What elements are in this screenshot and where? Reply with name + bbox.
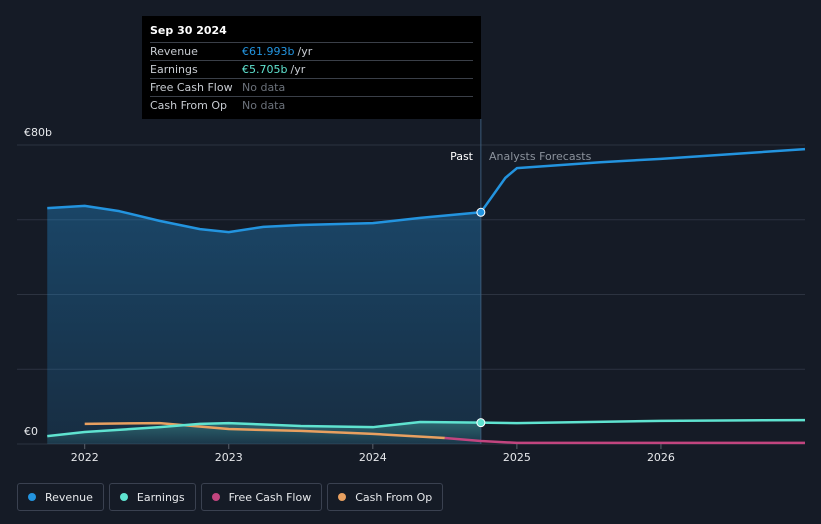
series-line xyxy=(47,418,806,438)
x-tick-label: 2024 xyxy=(359,451,387,464)
legend-dot xyxy=(119,493,128,501)
annotation-past: Past xyxy=(450,150,474,163)
annotation-forecast: Analysts Forecasts xyxy=(489,150,592,163)
legend-dot xyxy=(211,493,220,501)
tooltip-value: No data xyxy=(242,99,286,112)
tooltip-unit: /yr xyxy=(290,63,306,76)
tooltip: Sep 30 2024 Revenue €61.993b/yr Earnings €5.… xyxy=(142,16,481,119)
tooltip-row: Free Cash Flow No data xyxy=(150,78,473,96)
tooltip-value: €61.993b xyxy=(242,45,295,58)
area xyxy=(47,205,481,444)
legend-item[interactable]: Revenue xyxy=(17,483,104,511)
tooltip-row: Cash From Op No data xyxy=(150,96,473,114)
series-line xyxy=(47,147,806,234)
tooltip-row: Revenue €61.993b/yr xyxy=(150,42,473,60)
x-tick-label: 2025 xyxy=(503,451,531,464)
legend-item[interactable]: Earnings xyxy=(108,483,196,511)
x-tick-label: 2022 xyxy=(71,451,99,464)
marker xyxy=(476,418,486,428)
tooltip-label: Cash From Op xyxy=(150,99,228,112)
tooltip-label: Revenue xyxy=(150,45,198,58)
legend-label: Cash From Op xyxy=(355,490,433,504)
series-line xyxy=(444,436,805,445)
tooltip-label: Free Cash Flow xyxy=(150,81,233,94)
legend-label: Free Cash Flow xyxy=(228,490,312,504)
series-line xyxy=(84,421,445,440)
x-tick-label: 2023 xyxy=(215,451,243,464)
legend-dot xyxy=(338,493,347,501)
marker xyxy=(476,207,486,217)
tooltip-row: Earnings €5.705b/yr xyxy=(150,60,473,78)
legend-label: Earnings xyxy=(136,490,185,504)
legend-dot xyxy=(28,493,36,501)
legend-item[interactable]: Cash From Op xyxy=(327,483,444,511)
legend: Revenue Earnings Free Cash Flow Cash From O… xyxy=(17,483,444,511)
legend-item[interactable]: Free Cash Flow xyxy=(200,483,323,511)
legend-label: Revenue xyxy=(45,490,93,504)
y-tick-label: €0 xyxy=(24,425,38,438)
x-tick-label: 2026 xyxy=(647,451,675,464)
tooltip-value: €5.705b xyxy=(242,63,288,76)
tooltip-label: Earnings xyxy=(150,63,198,76)
tooltip-title: Sep 30 2024 xyxy=(150,24,227,37)
y-tick-label: €80b xyxy=(24,126,52,139)
tooltip-value: No data xyxy=(242,81,286,94)
tooltip-unit: /yr xyxy=(297,45,313,58)
